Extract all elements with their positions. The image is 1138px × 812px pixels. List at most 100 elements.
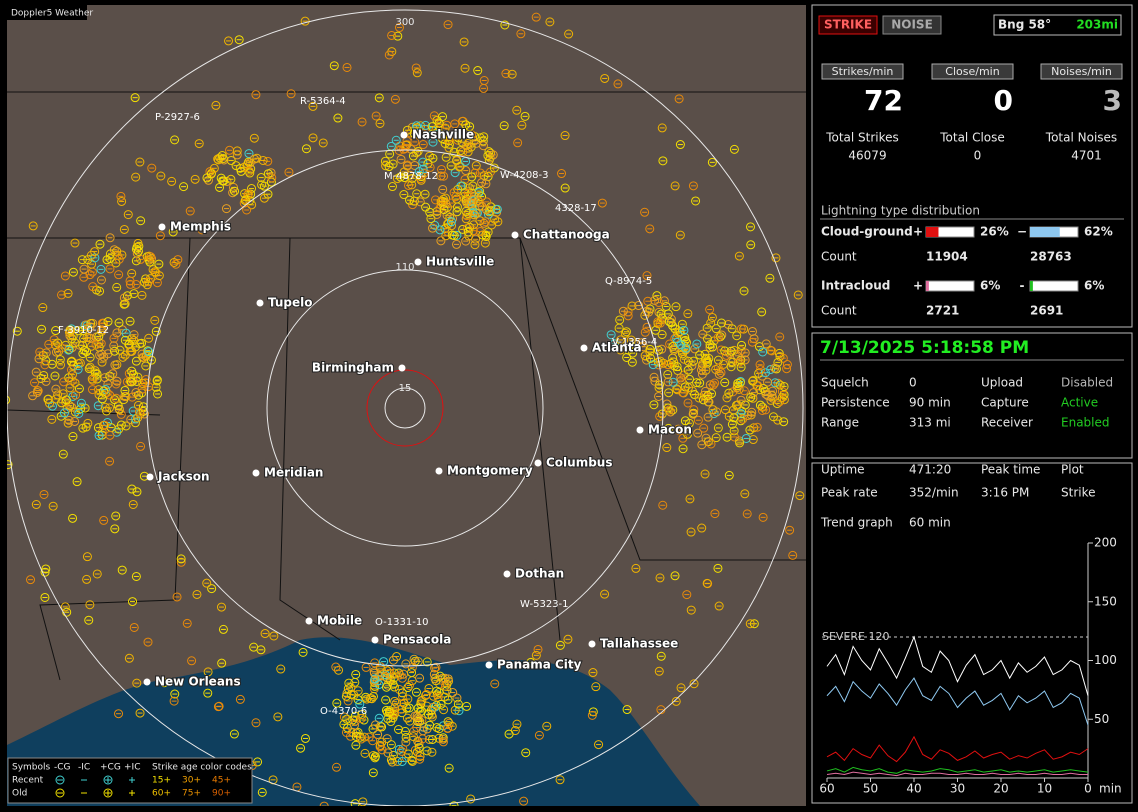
strike-ring [481, 179, 491, 189]
strike-ring [436, 197, 446, 207]
strike-ring [483, 151, 493, 161]
strike-symbol [701, 365, 711, 375]
noise-button-label[interactable]: NOISE [891, 18, 933, 32]
strike-symbol [341, 727, 351, 737]
strike-symbol [172, 592, 182, 602]
strike-ring [284, 167, 294, 177]
strike-symbol [213, 702, 223, 712]
strike-ring [705, 305, 715, 315]
strike-symbol [410, 137, 420, 147]
strike-symbol [399, 190, 409, 200]
strike-ring [38, 303, 48, 313]
strike-ring [397, 688, 407, 698]
strike-ring [742, 509, 752, 519]
strike-ring [135, 157, 145, 167]
strike-ring [771, 253, 781, 263]
strike-ring [689, 356, 699, 366]
strike-ring [666, 314, 676, 324]
strike-symbol [427, 734, 437, 744]
strike-symbol [477, 178, 487, 188]
noise-button[interactable] [882, 15, 942, 35]
strike-symbol [531, 12, 541, 22]
strike-symbol [61, 395, 71, 405]
strike-ring [216, 602, 226, 612]
strike-symbol [111, 511, 121, 521]
strike-symbol [26, 575, 36, 585]
strike-ring [370, 751, 380, 761]
strike-symbol [66, 365, 76, 375]
strike-ring [348, 715, 358, 725]
count-value: 28763 [1030, 250, 1072, 264]
strike-button-label[interactable]: STRIKE [824, 18, 872, 32]
strike-ring [57, 290, 67, 300]
strike-button[interactable] [818, 15, 878, 35]
strike-symbol [127, 366, 137, 376]
strike-ring [413, 703, 423, 713]
strike-symbol [408, 732, 418, 742]
strike-symbol [67, 376, 77, 386]
strike-ring [777, 387, 787, 397]
strike-ring [653, 319, 663, 329]
strike-symbol [179, 182, 189, 192]
strike-symbol [380, 671, 390, 681]
strike-symbol [114, 270, 124, 280]
strike-ring [716, 345, 726, 355]
strike-ring [779, 381, 789, 391]
strike-symbol [73, 364, 83, 374]
strike-symbol [727, 324, 737, 334]
strike-ring [512, 105, 522, 115]
strike-ring [418, 157, 428, 167]
strike-symbol [105, 233, 115, 243]
strike-symbol [351, 669, 361, 679]
strike-symbol [795, 491, 805, 501]
strike-symbol [663, 377, 673, 387]
storm-label: P-2927-6 [155, 112, 200, 123]
strike-ring [736, 409, 746, 419]
count-value: 2691 [1030, 304, 1063, 318]
strike-ring [720, 378, 730, 388]
strike-symbol [436, 197, 446, 207]
type-name: Intracloud [821, 279, 890, 293]
strike-symbol [480, 238, 490, 248]
city-dot [580, 344, 588, 352]
strike-ring [132, 248, 142, 258]
strike-symbol [370, 674, 380, 684]
strike-symbol [564, 29, 574, 39]
strike-ring [56, 360, 66, 370]
strike-symbol [686, 605, 696, 615]
stat-text: 471:20 [909, 463, 951, 477]
city-label: Montgomery [447, 464, 533, 478]
strike-ring [708, 380, 718, 390]
strike-symbol [733, 378, 743, 388]
strike-symbol [512, 719, 522, 729]
strike-ring [365, 693, 375, 703]
strike-ring [94, 331, 104, 341]
strike-symbol [560, 183, 570, 193]
strike-ring [459, 37, 469, 47]
strike-symbol [707, 312, 717, 322]
x-tick-label: 50 [863, 782, 878, 796]
strike-ring [673, 328, 683, 338]
strike-symbol [727, 419, 737, 429]
strike-ring [267, 173, 277, 183]
strike-symbol [57, 290, 67, 300]
strike-ring [682, 590, 692, 600]
stat-text: Trend graph [820, 516, 893, 530]
strike-ring [734, 251, 744, 261]
strike-symbol [383, 714, 393, 724]
strike-ring [84, 364, 94, 374]
strike-ring [736, 362, 746, 372]
strike-symbol [269, 631, 279, 641]
strike-ring [526, 657, 536, 667]
strike-ring [724, 470, 734, 480]
strike-symbol [423, 709, 433, 719]
strike-ring [185, 206, 195, 216]
strike-symbol [683, 398, 693, 408]
strike-ring [353, 686, 363, 696]
strike-ring [375, 118, 385, 128]
strike-ring [390, 708, 400, 718]
strike-ring [699, 423, 709, 433]
strike-ring [482, 197, 492, 207]
strike-ring [516, 29, 526, 39]
